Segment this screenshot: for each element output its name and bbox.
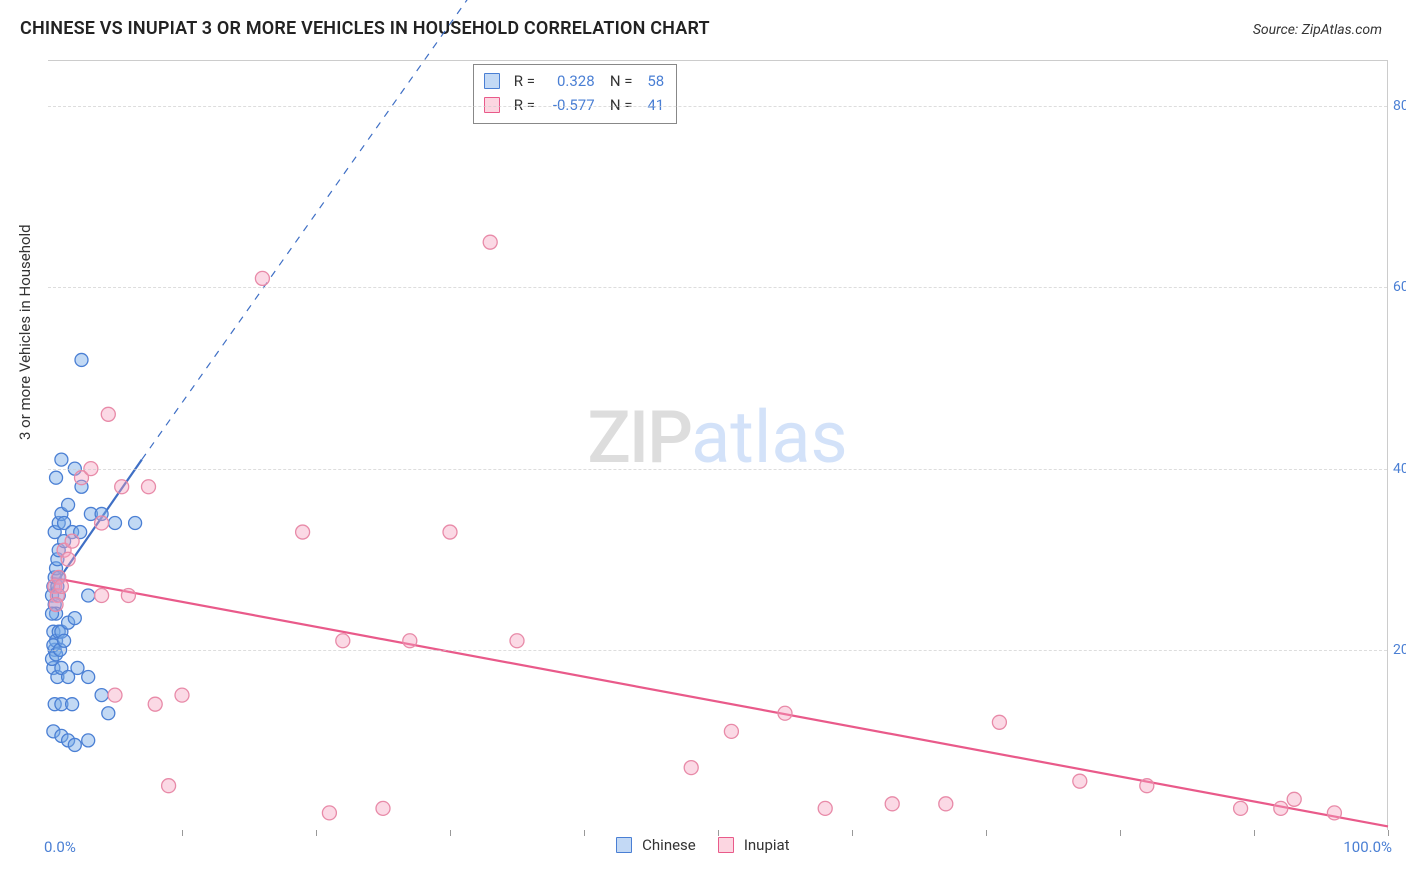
- data-point-inupiat: [939, 797, 953, 811]
- gridline: [48, 650, 1387, 651]
- gridline: [48, 287, 1387, 288]
- scatter-plot: [48, 61, 1387, 830]
- data-point-inupiat: [724, 724, 738, 738]
- data-point-inupiat: [818, 801, 832, 815]
- data-point-inupiat: [1274, 801, 1288, 815]
- data-point-inupiat: [175, 688, 189, 702]
- y-tick-label: 20.0%: [1393, 642, 1406, 658]
- data-point-inupiat: [992, 715, 1006, 729]
- data-point-chinese: [62, 498, 75, 511]
- data-point-inupiat: [483, 235, 497, 249]
- data-point-inupiat: [61, 552, 75, 566]
- swatch-chinese: [616, 837, 632, 853]
- data-point-inupiat: [336, 634, 350, 648]
- data-point-chinese: [71, 661, 84, 674]
- data-point-inupiat: [95, 516, 109, 530]
- data-point-inupiat: [1234, 801, 1248, 815]
- data-point-chinese: [55, 453, 68, 466]
- data-point-inupiat: [65, 534, 79, 548]
- legend-label-chinese: Chinese: [642, 836, 696, 854]
- y-tick-label: 40.0%: [1393, 461, 1406, 477]
- data-point-inupiat: [121, 588, 135, 602]
- data-point-chinese: [68, 612, 81, 625]
- data-point-inupiat: [108, 688, 122, 702]
- data-point-inupiat: [510, 634, 524, 648]
- data-point-chinese: [75, 353, 88, 366]
- data-point-inupiat: [1073, 774, 1087, 788]
- y-tick-label: 60.0%: [1393, 279, 1406, 295]
- data-point-chinese: [58, 634, 71, 647]
- y-tick-label: 80.0%: [1393, 98, 1406, 114]
- data-point-inupiat: [1327, 806, 1341, 820]
- data-point-chinese: [68, 738, 81, 751]
- data-point-inupiat: [54, 579, 68, 593]
- legend-label-inupiat: Inupiat: [744, 836, 790, 854]
- x-axis-legend: Chinese Inupiat: [0, 836, 1406, 854]
- trendline-inupiat: [51, 577, 1388, 826]
- data-point-inupiat: [148, 697, 162, 711]
- data-point-inupiat: [162, 779, 176, 793]
- data-point-chinese: [82, 589, 95, 602]
- data-point-inupiat: [49, 598, 63, 612]
- swatch-inupiat: [718, 837, 734, 853]
- gridline: [48, 469, 1387, 470]
- y-axis-label: 3 or more Vehicles in Household: [16, 224, 34, 440]
- data-point-inupiat: [255, 271, 269, 285]
- data-point-inupiat: [322, 806, 336, 820]
- data-point-inupiat: [115, 480, 129, 494]
- data-point-inupiat: [296, 525, 310, 539]
- data-point-inupiat: [778, 706, 792, 720]
- data-point-inupiat: [376, 801, 390, 815]
- data-point-chinese: [50, 471, 63, 484]
- data-point-inupiat: [1140, 779, 1154, 793]
- data-point-chinese: [102, 707, 115, 720]
- data-point-inupiat: [684, 761, 698, 775]
- source-credit: Source: ZipAtlas.com: [1253, 22, 1382, 38]
- data-point-inupiat: [403, 634, 417, 648]
- data-point-inupiat: [443, 525, 457, 539]
- gridline: [48, 106, 1387, 107]
- data-point-chinese: [82, 734, 95, 747]
- data-point-chinese: [129, 517, 142, 530]
- data-point-inupiat: [101, 407, 115, 421]
- data-point-chinese: [66, 698, 79, 711]
- data-point-inupiat: [1287, 792, 1301, 806]
- data-point-chinese: [109, 517, 122, 530]
- data-point-chinese: [82, 671, 95, 684]
- chart-area: ZIPatlas R = 0.328 N = 58 R = -0.577 N =…: [48, 60, 1388, 830]
- trendline-chinese-extrapolated: [142, 0, 584, 460]
- data-point-inupiat: [885, 797, 899, 811]
- chart-title: CHINESE VS INUPIAT 3 OR MORE VEHICLES IN…: [20, 18, 710, 39]
- data-point-inupiat: [95, 588, 109, 602]
- data-point-chinese: [95, 689, 108, 702]
- data-point-inupiat: [142, 480, 156, 494]
